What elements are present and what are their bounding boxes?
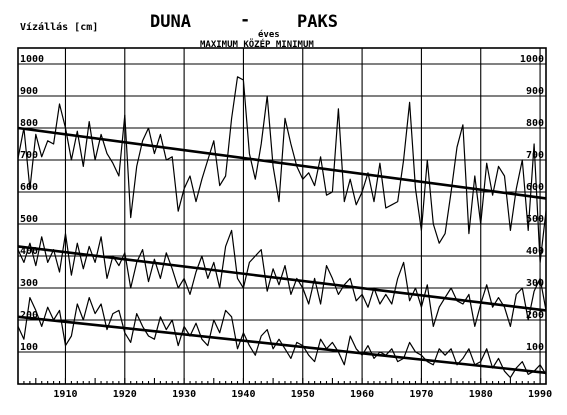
chart-subtitle: éves	[258, 29, 280, 40]
x-tick-label: 1930	[172, 389, 196, 400]
trend-line-maximum	[17, 126, 547, 200]
x-tick-label: 1980	[469, 389, 493, 400]
x-tick-label: 1990	[528, 389, 552, 400]
trend-line-kozep	[17, 245, 547, 312]
chart-title-right: PAKS	[297, 12, 338, 32]
y-tick-label: 700	[20, 150, 38, 161]
y-tick-label-right: 400	[526, 246, 544, 257]
legend-line: MAXIMUM KÖZÉP MINIMUM	[200, 38, 314, 50]
trend-line-minimum	[17, 315, 547, 375]
y-tick-label: 800	[20, 118, 38, 129]
series-line-kozep	[17, 229, 547, 327]
y-tick-label: 600	[20, 182, 38, 193]
plot-frame	[17, 47, 547, 385]
chart-title-left: DUNA	[150, 12, 191, 32]
y-axis-label: Vízállás [cm]	[20, 21, 98, 33]
y-tick-label: 500	[20, 214, 38, 225]
y-tick-label: 1000	[20, 54, 44, 65]
x-tick-label: 1910	[53, 389, 77, 400]
grid	[17, 47, 547, 385]
y-tick-label-right: 200	[526, 310, 544, 321]
y-tick-label-right: 300	[526, 278, 544, 289]
x-tick-label: 1950	[291, 389, 315, 400]
y-tick-label-right: 1000	[520, 54, 544, 65]
x-tick-label: 1960	[350, 389, 374, 400]
y-tick-label-right: 600	[526, 182, 544, 193]
y-tick-labels-left: 100 200 300 400 500 600 700 800 900 1000	[20, 54, 44, 353]
y-tick-label-right: 800	[526, 118, 544, 129]
y-tick-label-right: 900	[526, 86, 544, 97]
x-tick-label: 1940	[231, 389, 255, 400]
y-tick-label: 200	[20, 310, 38, 321]
x-tick-label: 1970	[409, 389, 433, 400]
y-tick-label: 300	[20, 278, 38, 289]
trend-layer	[17, 126, 547, 375]
x-tick-label: 1920	[113, 389, 137, 400]
y-tick-label-right: 100	[526, 342, 544, 353]
x-tick-labels: 1910 1920 1930 1940 1950 1960 1970 1980 1990	[53, 389, 552, 400]
y-tick-label-right: 500	[526, 214, 544, 225]
series-line-maximum	[17, 76, 547, 263]
y-tick-label: 400	[20, 246, 38, 257]
series-layer	[17, 76, 547, 379]
y-tick-label-right: 700	[526, 150, 544, 161]
chart-title-dash: -	[240, 10, 250, 30]
y-tick-labels-right: 100 200 300 400 500 600 700 800 900 1000	[520, 54, 544, 353]
y-tick-label: 100	[20, 342, 38, 353]
y-tick-label: 900	[20, 86, 38, 97]
